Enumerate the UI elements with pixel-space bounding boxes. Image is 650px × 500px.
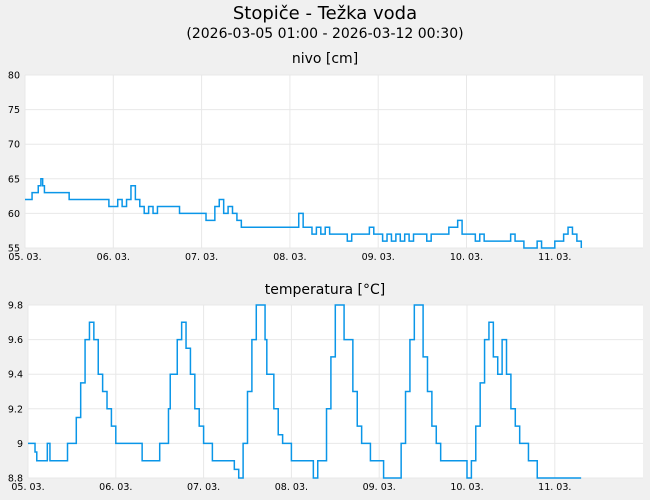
x-tick-label: 05. 03. (8, 252, 41, 263)
y-tick-label: 8.8 (8, 474, 23, 485)
chart1-title: nivo [cm] (291, 51, 359, 67)
x-tick-label: 06. 03. (97, 252, 130, 263)
y-tick-label: 60 (8, 209, 20, 220)
x-tick-label: 08. 03. (273, 252, 306, 263)
x-tick-label: 10. 03. (450, 482, 483, 493)
x-tick-label: 08. 03. (275, 482, 308, 493)
y-tick-label: 55 (8, 244, 20, 255)
y-tick-label: 65 (8, 174, 20, 185)
y-tick-label: 9.4 (8, 370, 23, 381)
chart-main-title: Stopiče - Težka voda (232, 3, 418, 24)
chart-date-range: (2026-03-05 01:00 - 2026-03-12 00:30) (186, 26, 464, 42)
chart2-title: temperatura [°C] (264, 282, 386, 298)
x-tick-label: 11. 03. (538, 482, 571, 493)
y-tick-label: 9.6 (8, 335, 23, 346)
nivo-chart: 55 60 65 70 75 80 05. 03. 06. 03. 07. 03. 08. 03.… (8, 71, 643, 263)
x-tick-label: 07. 03. (185, 252, 218, 263)
x-tick-label: 06. 03. (99, 482, 132, 493)
y-tick-label: 9 (17, 439, 23, 450)
x-tick-label: 05. 03. (11, 482, 44, 493)
plot-area (25, 75, 643, 248)
y-tick-label: 75 (8, 105, 20, 116)
x-tick-label: 09. 03. (362, 252, 395, 263)
y-tick-label: 70 (8, 140, 20, 151)
series-line-temperatura (28, 304, 582, 479)
temperature-chart: 8.8 9 9.2 9.4 9.6 9.8 05. 03. 06. 03. 07. 03. 08.… (8, 301, 643, 493)
x-tick-label: 10. 03. (450, 252, 483, 263)
x-tick-label: 07. 03. (187, 482, 220, 493)
series-line-nivo (25, 178, 583, 249)
y-tick-label: 9.2 (8, 404, 23, 415)
x-tick-label: 11. 03. (538, 252, 571, 263)
x-tick-label: 09. 03. (363, 482, 396, 493)
y-tick-label: 9.8 (8, 301, 23, 312)
y-tick-label: 80 (8, 71, 20, 82)
